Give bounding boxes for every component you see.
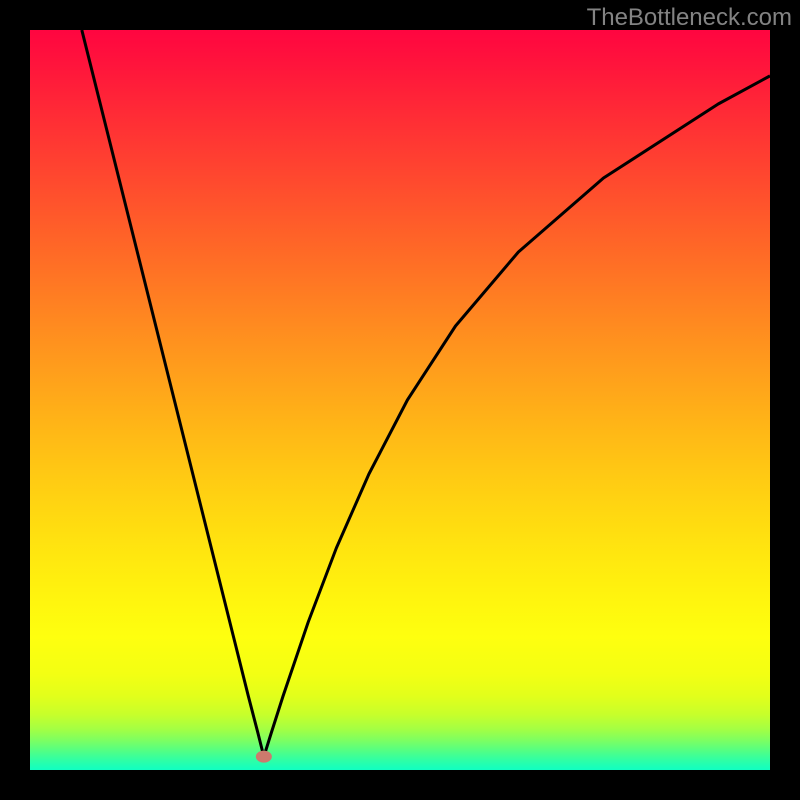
plot-area	[30, 30, 770, 770]
min-marker	[256, 751, 272, 763]
curve-right-branch	[264, 76, 770, 757]
plot-svg	[30, 30, 770, 770]
figure-root: TheBottleneck.com	[0, 0, 800, 800]
watermark-text: TheBottleneck.com	[587, 4, 792, 32]
curve-left-branch	[82, 30, 264, 757]
